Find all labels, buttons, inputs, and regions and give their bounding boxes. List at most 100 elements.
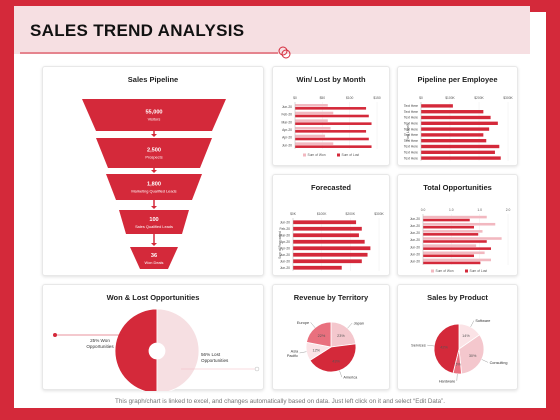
- win-lost-by-month-chart: $0 $50 $100 $150 Jun-20 Feb-20 Mar-20 Apr-20 Apr…: [282, 96, 381, 157]
- donut-slice: [114, 308, 158, 391]
- slice-percent: 12%: [312, 348, 320, 352]
- bar: [295, 130, 367, 133]
- slice-percent: 22%: [318, 334, 326, 338]
- x-tick-label: $300K: [374, 212, 384, 216]
- bar: [423, 254, 474, 258]
- x-tick-label: 1.0: [477, 208, 482, 212]
- leader-line: [470, 320, 475, 327]
- y-tick-label: Jun-20: [410, 245, 420, 249]
- page-title: SALES TREND ANALYSIS: [30, 21, 245, 40]
- title-band: [14, 6, 530, 54]
- x-tick-label: $0: [419, 96, 423, 100]
- x-tick-label: 1.0: [449, 208, 454, 212]
- bar: [295, 122, 372, 125]
- bar: [421, 104, 453, 108]
- bar: [293, 259, 362, 264]
- bar: [293, 252, 368, 257]
- y-tick-label: Jun-20: [410, 252, 420, 256]
- pipeline-per-employee-card[interactable]: Pipeline per Employee $0 $100K $200K $300K T…: [397, 66, 518, 166]
- bar: [423, 233, 479, 236]
- bar: [293, 226, 362, 231]
- x-tick-label: $0K: [290, 212, 297, 216]
- slice-label: 25% Won: [90, 338, 110, 343]
- forecasted-card[interactable]: Forecasted $0K $100K $200K $300K Jun-20 Feb-2…: [272, 174, 390, 276]
- funnel-arrow: [151, 206, 157, 209]
- bar: [295, 127, 331, 130]
- funnel-stage-label: Marketing Qualified Leads: [131, 189, 176, 194]
- total-opportunities-card[interactable]: Total Opportunities 0.0 1.0 1.0 2.0 Jun-20 Ju…: [397, 174, 518, 276]
- pipeline-per-employee-title: Pipeline per Employee: [417, 75, 498, 84]
- funnel-stage: [82, 99, 226, 131]
- bar: [423, 218, 470, 222]
- x-tick-label: 2.0: [506, 208, 511, 212]
- y-tick-label: Feb-20: [282, 113, 293, 117]
- sales-by-product-chart: 14% Software 30% Consulting 5% Hardware 42% Ser…: [411, 319, 507, 383]
- won-lost-opportunities-title: Won & Lost Opportunities: [106, 293, 200, 302]
- legend-label: Sum of Lost: [342, 153, 360, 157]
- sales-by-product-title: Sales by Product: [427, 293, 488, 302]
- win-lost-by-month-card[interactable]: Win/ Lost by Month $0 $50 $100 $150 Jun-20 Fe…: [272, 66, 390, 166]
- y-tick-label: Apr-20: [280, 240, 290, 244]
- funnel-arrow: [151, 170, 157, 173]
- x-tick-label: $0: [293, 96, 297, 100]
- won-lost-opportunities-card[interactable]: Won & Lost Opportunities 25% Won Opportun…: [42, 284, 264, 391]
- legend-swatch: [303, 153, 306, 157]
- legend-label: Sum of Won: [308, 153, 326, 157]
- x-tick-label: $100K: [445, 96, 455, 100]
- y-tick-label: Jun-20: [410, 238, 420, 242]
- legend-swatch: [337, 153, 340, 157]
- y-tick-label: Mar-20: [282, 120, 293, 124]
- leader-line: [339, 370, 343, 378]
- bar: [295, 111, 334, 115]
- y-tick-label: Text Here: [404, 116, 418, 120]
- slice-percent: 23%: [337, 334, 345, 338]
- bar: [293, 239, 365, 244]
- bar: [423, 244, 477, 247]
- y-axis-label: Sum of Forecasted: [278, 231, 282, 259]
- sales-pipeline-card[interactable]: Sales Pipeline 55,000 Visitors 2,500 Prospe…: [42, 66, 264, 276]
- leader-line: [310, 322, 316, 328]
- revenue-by-territory-title: Revenue by Territory: [293, 293, 369, 302]
- funnel-stage-label: Visitors: [148, 116, 161, 121]
- bar: [421, 110, 484, 114]
- slice-percent: 30%: [469, 354, 477, 358]
- bar: [423, 230, 483, 233]
- pie-slice: [305, 321, 332, 348]
- bar: [295, 134, 326, 138]
- y-tick-label: Text Here: [404, 104, 418, 108]
- slice-label: Europe: [297, 321, 309, 325]
- y-tick-label: Text Here: [404, 133, 418, 137]
- y-tick-label: Text Here: [404, 156, 418, 160]
- slice-label: Opportunities: [201, 358, 229, 363]
- y-tick-label: Jun-20: [280, 220, 290, 224]
- y-tick-label: Text Here: [404, 145, 418, 149]
- slice-label: Asia: [291, 349, 299, 353]
- bar: [295, 145, 372, 148]
- y-tick-label: Jun-20: [280, 266, 290, 270]
- bar: [423, 222, 496, 226]
- bar: [423, 215, 487, 219]
- bar: [295, 142, 334, 145]
- slice-percent: 5%: [455, 362, 461, 366]
- pie-slice: [458, 334, 485, 375]
- revenue-by-territory-card[interactable]: Revenue by Territory 23% Japan 43% America 1…: [272, 284, 390, 390]
- x-tick-label: $50: [320, 96, 326, 100]
- bar: [293, 246, 371, 251]
- leader-line: [427, 344, 435, 347]
- legend-label: Sum of Won: [436, 269, 454, 273]
- funnel-stage-value: 100: [149, 217, 158, 223]
- bar: [293, 220, 357, 225]
- bar: [421, 156, 501, 160]
- title-underline-decoration: [20, 46, 291, 59]
- y-tick-label: Text Here: [404, 122, 418, 126]
- leader-line: [347, 322, 353, 329]
- y-tick-label: Apr-20: [282, 136, 292, 140]
- sales-by-product-card[interactable]: Sales by Product 14% Software 30% Consultin…: [397, 284, 518, 390]
- leader-dot: [53, 333, 57, 337]
- legend-label: Sum of Lost: [470, 269, 488, 273]
- bar: [423, 261, 481, 265]
- bar: [423, 225, 474, 229]
- pie-slice: [330, 321, 357, 348]
- leader-line: [299, 351, 307, 354]
